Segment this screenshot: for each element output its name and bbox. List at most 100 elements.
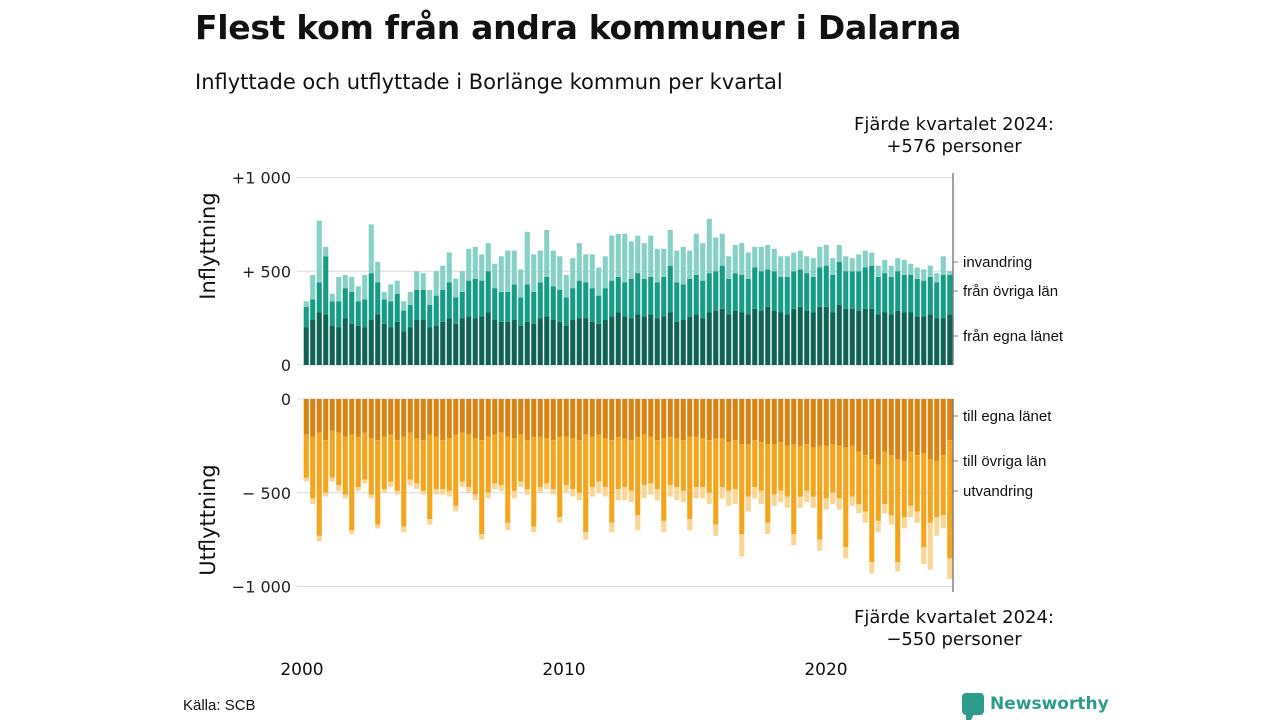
outflow-bar-2 bbox=[336, 432, 342, 486]
outflow-bar-3 bbox=[862, 511, 868, 523]
outflow-bar-2 bbox=[680, 440, 686, 491]
inflow-bar-2 bbox=[479, 280, 485, 317]
outflow-bar-2 bbox=[901, 460, 907, 518]
newsworthy-logo-text: Newsworthy bbox=[990, 694, 1109, 714]
outflow-bar-3 bbox=[355, 487, 361, 491]
outflow-bar-1 bbox=[713, 399, 719, 439]
inflow-bar-3 bbox=[485, 243, 491, 272]
inflow-bar-3 bbox=[654, 248, 660, 283]
inflow-bar-2 bbox=[427, 305, 433, 328]
outflow-bar-1 bbox=[368, 399, 374, 439]
outflow-bar-2 bbox=[394, 440, 400, 491]
inflow-bar-2 bbox=[381, 299, 387, 324]
inflow-bar-2 bbox=[342, 288, 348, 319]
outflow-bar-3 bbox=[576, 492, 582, 501]
outflow-bar-2 bbox=[797, 445, 803, 497]
inflow-bar-2 bbox=[498, 291, 504, 322]
outflow-bar-1 bbox=[856, 399, 862, 452]
outflow-bar-1 bbox=[784, 399, 790, 446]
outflow-bar-2 bbox=[537, 436, 543, 488]
inflow-bar-1 bbox=[784, 314, 790, 366]
inflow-bar-3 bbox=[804, 256, 810, 274]
inflow-bar-3 bbox=[745, 252, 751, 279]
outflow-bar-3 bbox=[888, 515, 894, 525]
outflow-bar-3 bbox=[492, 483, 498, 490]
inflow-bar-2 bbox=[589, 288, 595, 322]
outflow-bar-1 bbox=[947, 399, 953, 441]
inflow-bar-2 bbox=[635, 273, 641, 315]
outflow-bar-2 bbox=[927, 459, 933, 523]
inflow-bar-1 bbox=[713, 310, 719, 366]
inflow-ytick-label: + 500 bbox=[242, 262, 291, 281]
outflow-bar-3 bbox=[693, 487, 699, 499]
outflow-bar-3 bbox=[401, 526, 407, 533]
inflow-bar-2 bbox=[706, 273, 712, 313]
outflow-bar-1 bbox=[583, 399, 589, 435]
outflow-bar-2 bbox=[934, 460, 940, 518]
inflow-bar-1 bbox=[303, 327, 309, 365]
inflow-bar-3 bbox=[758, 246, 764, 272]
inflow-bar-3 bbox=[459, 271, 465, 292]
inflow-bar-2 bbox=[310, 299, 316, 321]
inflow-bar-2 bbox=[752, 267, 758, 309]
outflow-bar-2 bbox=[466, 434, 472, 488]
outflow-ytick-label: −1 000 bbox=[232, 578, 291, 597]
callout-bottom-line2: −550 personer bbox=[886, 629, 1022, 650]
inflow-bar-2 bbox=[804, 273, 810, 311]
outflow-bar-2 bbox=[355, 436, 361, 488]
inflow-bar-3 bbox=[713, 237, 719, 272]
outflow-bar-3 bbox=[895, 562, 901, 572]
outflow-bar-3 bbox=[771, 494, 777, 506]
outflow-bar-3 bbox=[849, 496, 855, 506]
inflow-bar-3 bbox=[349, 276, 355, 292]
outflow-bar-2 bbox=[752, 440, 758, 488]
inflow-bar-2 bbox=[888, 276, 894, 315]
outflow-bar-3 bbox=[323, 492, 329, 497]
newsworthy-logo: Newsworthy bbox=[962, 693, 1109, 720]
outflow-bar-3 bbox=[524, 489, 530, 495]
outflow-bar-1 bbox=[862, 399, 868, 456]
inflow-bar-1 bbox=[479, 316, 485, 365]
inflow-bar-3 bbox=[947, 271, 953, 275]
outflow-bar-1 bbox=[511, 399, 517, 439]
inflow-bar-1 bbox=[407, 327, 413, 365]
inflow-bar-3 bbox=[726, 256, 732, 279]
outflow-bar-3 bbox=[622, 487, 628, 501]
outflow-bar-1 bbox=[453, 399, 459, 435]
outflow-bar-1 bbox=[349, 399, 355, 435]
outflow-bar-3 bbox=[784, 496, 790, 508]
inflow-bar-1 bbox=[628, 318, 634, 366]
outflow-bar-3 bbox=[810, 496, 816, 508]
callout-bottom: Fjärde kvartalet 2024: −550 personer bbox=[804, 607, 1104, 651]
outflow-bar-1 bbox=[758, 399, 764, 443]
inflow-bar-1 bbox=[492, 320, 498, 365]
inflow-bar-2 bbox=[869, 265, 875, 309]
outflow-bar-3 bbox=[394, 490, 400, 495]
outflow-bar-1 bbox=[778, 399, 784, 443]
inflow-bar-3 bbox=[492, 263, 498, 289]
outflow-bar-1 bbox=[420, 399, 426, 441]
inflow-bar-2 bbox=[849, 271, 855, 309]
inflow-bar-3 bbox=[596, 267, 602, 296]
inflow-bar-3 bbox=[882, 260, 888, 274]
inflow-bar-2 bbox=[934, 282, 940, 319]
outflow-bar-2 bbox=[726, 442, 732, 491]
inflow-bar-3 bbox=[843, 256, 849, 272]
outflow-bar-1 bbox=[836, 399, 842, 446]
inflow-bar-1 bbox=[706, 312, 712, 365]
outflow-bar-2 bbox=[349, 434, 355, 531]
outflow-bar-1 bbox=[700, 399, 706, 439]
outflow-bar-2 bbox=[342, 436, 348, 495]
inflow-bar-3 bbox=[927, 265, 933, 277]
inflow-bar-3 bbox=[908, 263, 914, 275]
outflow-bar-3 bbox=[869, 562, 875, 574]
inflow-bar-1 bbox=[797, 306, 803, 366]
outflow-bar-2 bbox=[732, 440, 738, 489]
inflow-bar-2 bbox=[570, 288, 576, 321]
outflow-bar-3 bbox=[446, 490, 452, 497]
inflow-bar-2 bbox=[758, 271, 764, 311]
inflow-bar-3 bbox=[752, 246, 758, 268]
outflow-bar-3 bbox=[713, 524, 719, 536]
outflow-bar-3 bbox=[830, 492, 836, 504]
